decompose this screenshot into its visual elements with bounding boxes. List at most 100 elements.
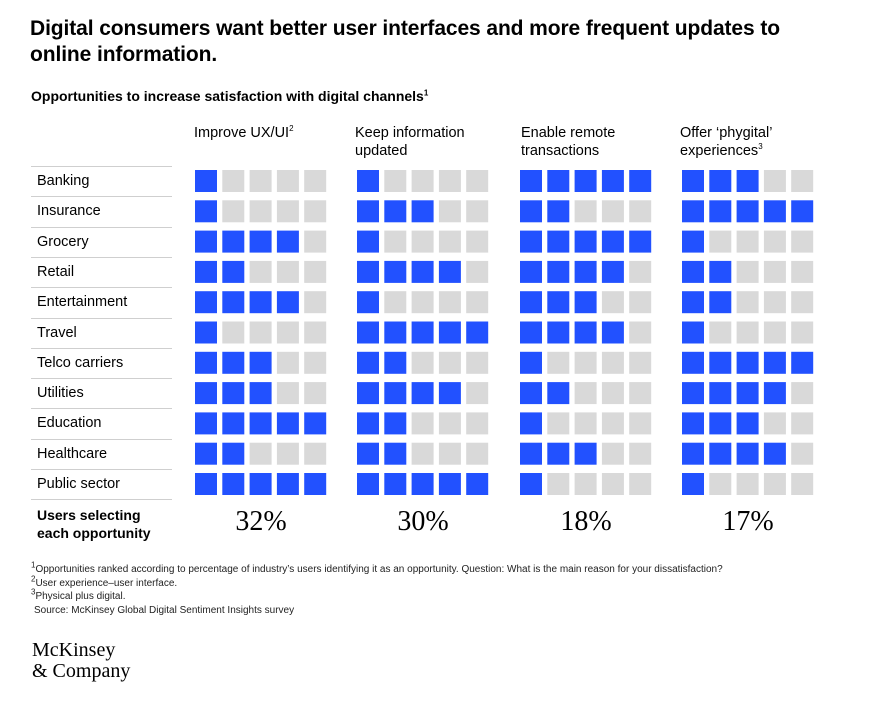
filled-square [438, 260, 461, 283]
empty-square [791, 291, 814, 314]
empty-square [304, 321, 327, 344]
filled-square [520, 473, 542, 495]
empty-square [249, 170, 272, 192]
empty-square [763, 473, 786, 495]
empty-square [763, 412, 786, 435]
filled-square [547, 321, 570, 344]
filled-square [276, 230, 299, 253]
filled-square [682, 382, 704, 405]
empty-square [249, 260, 272, 283]
filled-square [682, 291, 704, 314]
filled-square [520, 200, 542, 223]
filled-square [601, 260, 624, 283]
filled-square [357, 473, 379, 495]
filled-square [249, 412, 272, 435]
filled-square [195, 291, 217, 314]
footnote-2: 2User experience–user interface. [31, 575, 723, 591]
empty-square [601, 382, 624, 405]
empty-square [304, 442, 327, 465]
filled-square [736, 351, 759, 374]
filled-square [438, 473, 461, 495]
filled-square [520, 230, 542, 253]
filled-square [195, 170, 217, 192]
filled-square [357, 321, 379, 344]
filled-square [736, 382, 759, 405]
column-header-label: Improve UX/UI [194, 125, 290, 141]
empty-square [438, 291, 461, 314]
row-separator [31, 317, 172, 319]
filled-square [547, 260, 570, 283]
filled-square [520, 291, 542, 314]
column-total-ux: 32% [235, 506, 287, 537]
column-total-remote: 18% [560, 506, 612, 537]
filled-square [547, 382, 570, 405]
footnote-3: 3Physical plus digital. [31, 587, 723, 604]
empty-square [629, 442, 652, 465]
filled-square [384, 200, 407, 223]
filled-square [276, 473, 299, 495]
empty-square [736, 321, 759, 344]
empty-square [629, 291, 652, 314]
empty-square [763, 291, 786, 314]
column-header-keep-info-updated: Keep information updated [355, 124, 505, 160]
row-label-healthcare: Healthcare [37, 445, 108, 462]
empty-square [601, 351, 624, 374]
filled-square [411, 200, 434, 223]
empty-square [276, 442, 299, 465]
row-separator [31, 499, 172, 501]
filled-square [763, 382, 786, 405]
filled-square [629, 230, 652, 253]
footnotes: 1Opportunities ranked according to perce… [31, 561, 723, 617]
row-label-insurance: Insurance [37, 203, 101, 220]
filled-square [574, 442, 597, 465]
empty-square [304, 170, 327, 192]
empty-square [276, 260, 299, 283]
filled-square [791, 200, 814, 223]
empty-square [276, 321, 299, 344]
empty-square [547, 351, 570, 374]
filled-square [574, 321, 597, 344]
filled-square [520, 170, 542, 192]
logo-line-1: McKinsey [32, 639, 116, 661]
filled-square [384, 382, 407, 405]
filled-square [384, 260, 407, 283]
filled-square [222, 473, 245, 495]
source-note: Source: McKinsey Global Digital Sentimen… [34, 604, 295, 616]
filled-square [222, 351, 245, 374]
column-header-note: 2 [289, 124, 294, 134]
footnote-text: Physical plus digital. [35, 591, 126, 602]
filled-square [736, 170, 759, 192]
filled-square [411, 473, 434, 495]
filled-square [547, 442, 570, 465]
empty-square [709, 230, 732, 253]
chart-subtitle: Opportunities to increase satisfaction w… [31, 88, 428, 104]
empty-square [601, 200, 624, 223]
empty-square [438, 230, 461, 253]
filled-square [547, 230, 570, 253]
row-separator [31, 438, 172, 440]
footnote-1: 1Opportunities ranked according to perce… [31, 561, 723, 577]
empty-square [791, 442, 814, 465]
empty-square [736, 230, 759, 253]
row-separator [31, 166, 172, 167]
filled-square [520, 382, 542, 405]
empty-square [466, 260, 489, 283]
filled-square [222, 442, 245, 465]
empty-square [763, 260, 786, 283]
empty-square [791, 412, 814, 435]
empty-square [601, 412, 624, 435]
filled-square [682, 230, 704, 253]
empty-square [629, 351, 652, 374]
column-header-label: Enable remote transactions [521, 125, 616, 159]
filled-square [411, 321, 434, 344]
filled-square [574, 230, 597, 253]
empty-square [736, 473, 759, 495]
filled-square [384, 321, 407, 344]
row-label-telco-carriers: Telco carriers [37, 354, 124, 371]
empty-square [629, 473, 652, 495]
footnote-mark: 3 [31, 587, 36, 597]
empty-square [574, 382, 597, 405]
empty-square [574, 412, 597, 435]
filled-square [411, 260, 434, 283]
filled-square [601, 321, 624, 344]
